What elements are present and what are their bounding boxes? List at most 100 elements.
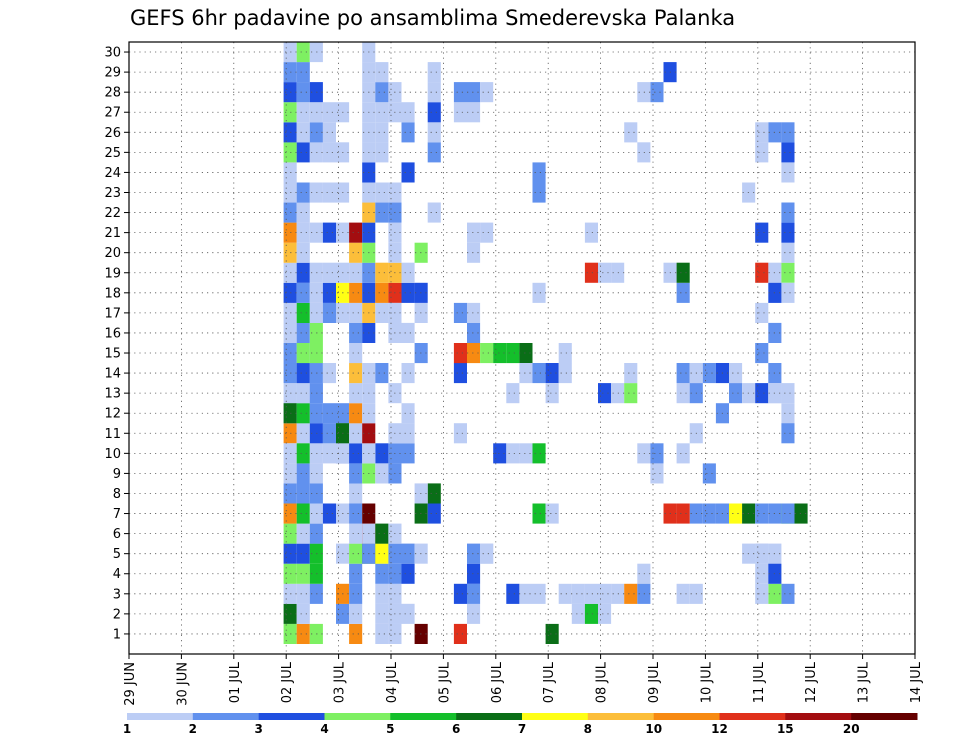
heatmap-cell	[296, 343, 310, 364]
heatmap-cell	[375, 82, 389, 103]
heatmap-cell	[781, 583, 795, 604]
y-tick-label: 13	[104, 387, 121, 402]
heatmap-cell	[755, 302, 769, 323]
heatmap-cell	[427, 483, 441, 504]
heatmap-cell	[283, 82, 297, 103]
heatmap-cell	[296, 363, 310, 384]
x-tick-label: 08 JUL	[595, 661, 610, 703]
legend-label: 3	[255, 722, 263, 736]
heatmap-cell	[427, 503, 441, 524]
heatmap-cell	[676, 383, 690, 404]
heatmap-cell	[322, 142, 336, 163]
heatmap-cell	[598, 262, 612, 283]
heatmap-cell	[781, 122, 795, 143]
heatmap-cell	[349, 363, 363, 384]
heatmap-cell	[401, 102, 415, 123]
y-tick-label: 16	[104, 326, 121, 341]
heatmap-cell	[781, 202, 795, 223]
heatmap-cell	[545, 623, 559, 644]
heatmap-cell	[283, 343, 297, 364]
heatmap-cell	[296, 403, 310, 424]
heatmap-cell	[506, 383, 520, 404]
heatmap-cell	[283, 122, 297, 143]
heatmap-cell	[650, 443, 664, 464]
y-tick-label: 6	[113, 527, 121, 542]
heatmap-cell	[283, 262, 297, 283]
heatmap-cell	[427, 102, 441, 123]
heatmap-cell	[427, 122, 441, 143]
heatmap-cell	[401, 363, 415, 384]
heatmap-cell	[375, 262, 389, 283]
heatmap-cell	[467, 302, 481, 323]
heatmap-cell	[296, 383, 310, 404]
heatmap-cell	[349, 222, 363, 243]
heatmap-cell	[349, 242, 363, 263]
heatmap-cell	[755, 563, 769, 584]
heatmap-cell	[467, 242, 481, 263]
heatmap-cell	[322, 182, 336, 203]
heatmap-cell	[676, 363, 690, 384]
legend-swatch	[390, 713, 457, 720]
heatmap-cell	[676, 262, 690, 283]
heatmap-cell	[296, 322, 310, 343]
x-tick-label: 07 JUL	[542, 661, 557, 703]
heatmap-cell	[545, 363, 559, 384]
y-tick-label: 18	[104, 286, 121, 301]
heatmap-cell	[467, 322, 481, 343]
heatmap-cell	[322, 262, 336, 283]
heatmap-cell	[676, 583, 690, 604]
legend-swatch	[785, 713, 852, 720]
heatmap-cell	[349, 302, 363, 323]
legend-swatch	[324, 713, 391, 720]
heatmap-cell	[532, 162, 546, 183]
heatmap-cell	[598, 583, 612, 604]
heatmap-cell	[296, 623, 310, 644]
heatmap-cell	[401, 403, 415, 424]
heatmap-cell	[480, 343, 494, 364]
heatmap-cell	[322, 423, 336, 444]
heatmap-cell	[676, 503, 690, 524]
heatmap-cell	[349, 603, 363, 624]
legend-swatch	[456, 713, 523, 720]
heatmap-cell	[375, 302, 389, 323]
heatmap-cell	[349, 583, 363, 604]
legend-swatch	[522, 713, 589, 720]
heatmap-cell	[349, 343, 363, 364]
heatmap-cell	[296, 463, 310, 484]
legend-label: 10	[645, 722, 662, 736]
heatmap-cell	[558, 363, 572, 384]
plot-frame	[128, 41, 916, 655]
heatmap-cell	[296, 503, 310, 524]
heatmap-cell	[401, 322, 415, 343]
y-tick-label: 11	[104, 427, 121, 442]
heatmap-cell	[375, 142, 389, 163]
heatmap-cell	[401, 543, 415, 564]
heatmap-cell	[506, 443, 520, 464]
heatmap-cell	[283, 363, 297, 384]
heatmap-cell	[283, 102, 297, 123]
heatmap-cell	[781, 142, 795, 163]
heatmap-cell	[283, 142, 297, 163]
x-tick-label: 06 JUL	[490, 661, 505, 703]
heatmap-cell	[322, 122, 336, 143]
heatmap-cell	[467, 343, 481, 364]
x-tick-label: 04 JUL	[385, 661, 400, 703]
heatmap-cell	[755, 383, 769, 404]
heatmap-cell	[467, 543, 481, 564]
heatmap-cell	[322, 503, 336, 524]
heatmap-cell	[401, 443, 415, 464]
heatmap-cell	[427, 62, 441, 83]
x-tick-label: 30 JUN	[175, 662, 190, 706]
heatmap-cell	[401, 603, 415, 624]
heatmap-cell	[532, 363, 546, 384]
y-tick-label: 23	[104, 186, 121, 201]
heatmap-cell	[349, 423, 363, 444]
y-tick-label: 20	[104, 246, 121, 261]
heatmap-cell	[532, 282, 546, 303]
heatmap-cell	[322, 222, 336, 243]
y-tick-label: 2	[113, 607, 121, 622]
legend-label: 12	[711, 722, 728, 736]
heatmap-cell	[296, 122, 310, 143]
x-tick-label: 13 JUL	[857, 661, 872, 703]
